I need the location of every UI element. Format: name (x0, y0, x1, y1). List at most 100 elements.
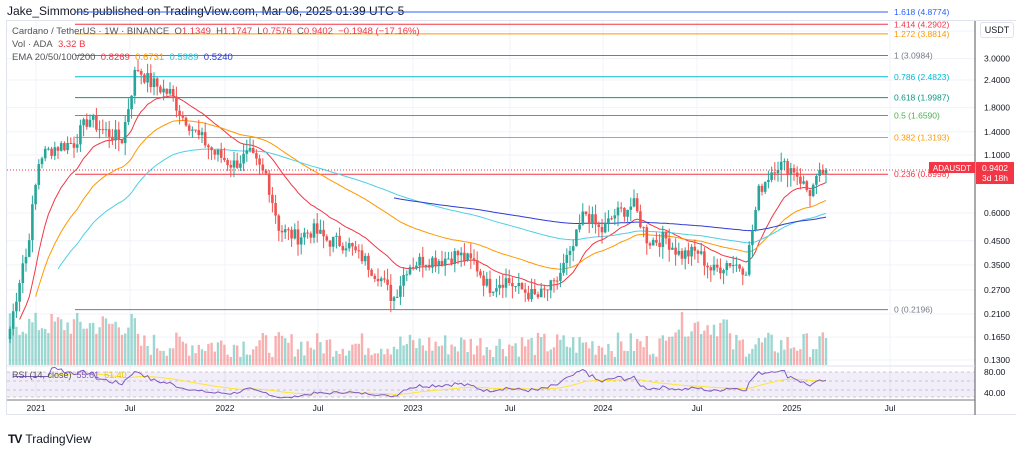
volume-bar (18, 334, 21, 365)
symbol-name[interactable]: Cardano / TetherUS · 1W · BINANCE (12, 26, 170, 37)
volume-bar (581, 342, 584, 365)
candle (395, 296, 399, 298)
candle (219, 149, 223, 158)
volume-bar (696, 321, 700, 365)
candle (200, 132, 204, 136)
candle (184, 117, 188, 126)
candle (539, 288, 543, 298)
volume-bar (764, 337, 767, 365)
candle (818, 170, 821, 176)
currency-button[interactable]: USDT (980, 22, 1014, 38)
volume-bar (472, 354, 476, 365)
candle (363, 255, 367, 262)
candle (107, 129, 111, 137)
candle (607, 218, 610, 223)
candle (543, 288, 546, 290)
volume-bar (172, 348, 175, 365)
ema20-value: 0.8269 (100, 52, 130, 63)
volume-bar (56, 317, 60, 365)
price-tick: 0.2100 (984, 309, 1010, 319)
candle (101, 129, 105, 131)
candle (514, 286, 517, 288)
candle (491, 291, 495, 293)
volume-bar (479, 338, 482, 365)
candle (216, 149, 220, 155)
volume-bar (735, 334, 738, 365)
ema50-value: 0.6731 (135, 52, 165, 63)
volume-bar (12, 316, 15, 365)
candle (719, 267, 722, 274)
volume-bar (824, 337, 828, 365)
volume-bar (562, 335, 565, 365)
volume-bar (453, 346, 456, 365)
ema-label[interactable]: EMA 20/50/100/200 (12, 52, 96, 63)
candle (479, 271, 482, 276)
candle (578, 224, 581, 230)
volume-bar (661, 335, 664, 365)
volume-bar (360, 333, 364, 365)
volume-bar (24, 333, 28, 365)
volume-bar (325, 339, 328, 365)
volume-bar (511, 345, 514, 365)
volume-bar (495, 345, 498, 365)
candle (162, 88, 165, 93)
rsi-label[interactable]: RSI (14, close) (12, 370, 72, 380)
candle (319, 229, 322, 234)
volume-bar (300, 341, 303, 365)
time-tick: Jul (692, 403, 703, 413)
volume-bar (431, 350, 434, 365)
candle (248, 148, 252, 151)
candle (434, 257, 437, 267)
volume-bar (213, 351, 216, 365)
volume-bar (632, 350, 636, 365)
volume-bar (741, 339, 744, 365)
volume-bar (722, 319, 725, 365)
candle (133, 69, 137, 96)
volume-bar (104, 318, 108, 365)
candle (347, 243, 351, 249)
volume-bar (376, 353, 380, 365)
volume-bar (604, 354, 607, 365)
volume-bar (165, 355, 168, 365)
volume-bar (527, 339, 530, 365)
close-value: 0.9402 (303, 26, 333, 37)
candle (155, 78, 159, 87)
volume-bar (565, 346, 568, 365)
rsi-axis-tick: 80.00 (984, 367, 1006, 377)
price-tag-value: 0.9402 (982, 163, 1008, 173)
volume-bar (783, 349, 786, 365)
candle (687, 250, 690, 257)
volume-bar (220, 340, 223, 365)
volume-bar (223, 344, 226, 365)
volume-bar (92, 322, 95, 365)
tradingview-logo[interactable]: TV TradingView (8, 432, 92, 446)
candle (213, 150, 217, 155)
volume-bar (754, 344, 757, 365)
publisher-line: Jake_Simmons published on TradingView.co… (7, 4, 405, 18)
volume-bar (773, 351, 776, 365)
high-value: 1.1747 (223, 26, 253, 37)
volume-bar (818, 336, 821, 365)
volume-bar (373, 353, 376, 365)
volume-label[interactable]: Vol · ADA (12, 39, 53, 50)
candle (655, 239, 658, 243)
volume-bar (767, 332, 770, 365)
volume-bar (780, 340, 783, 365)
candle (776, 170, 780, 174)
volume-bar (261, 332, 264, 365)
candle (379, 278, 383, 282)
candle (280, 230, 284, 233)
fib-level-label: 0.382 (1.3193) (894, 133, 949, 143)
candle (31, 204, 34, 241)
candle (587, 214, 591, 224)
candle (178, 110, 181, 116)
candle (575, 229, 578, 247)
volume-bar (536, 332, 540, 365)
volume-bar (575, 352, 578, 365)
volume-bar (149, 354, 152, 365)
volume-bar (114, 321, 117, 365)
volume-bar (792, 347, 796, 365)
volume-bar (383, 354, 386, 365)
candle (104, 129, 108, 131)
